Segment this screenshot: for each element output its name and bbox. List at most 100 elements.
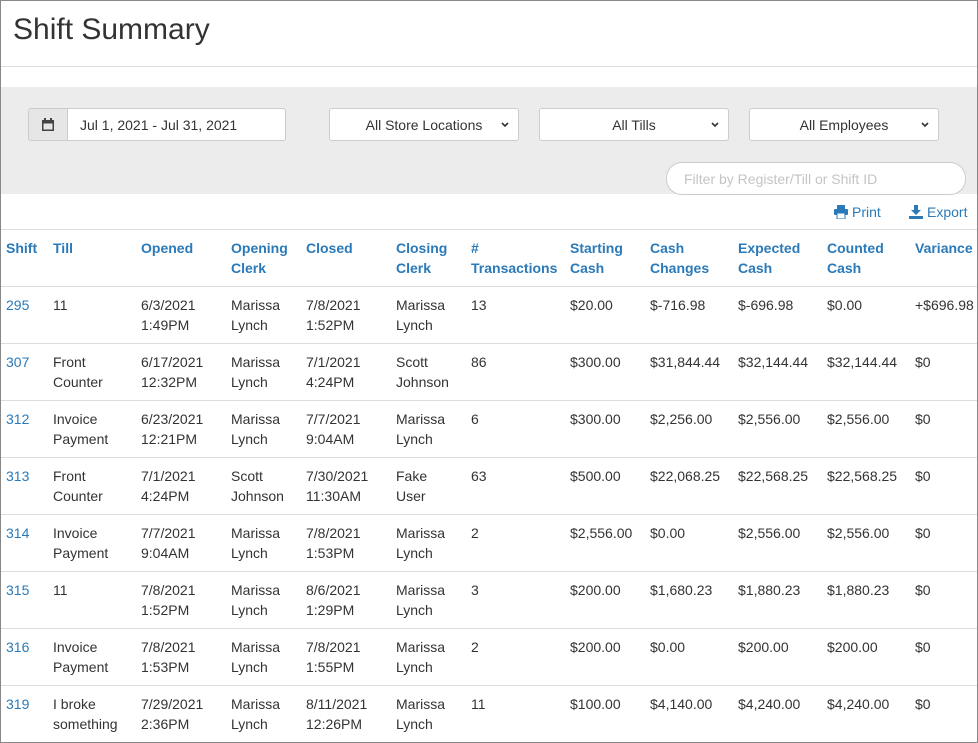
table-cell: Marissa Lynch bbox=[231, 400, 306, 458]
shift-link[interactable]: 316 bbox=[1, 628, 53, 686]
table-cell: $2,556.00 bbox=[570, 514, 650, 572]
shift-link[interactable]: 307 bbox=[1, 343, 53, 401]
table-cell: 8/6/2021 1:29PM bbox=[306, 571, 396, 629]
shift-table: Shift Till Opened Opening Clerk Closed Closin… bbox=[1, 229, 977, 742]
column-header[interactable]: Closed bbox=[306, 229, 396, 287]
table-cell: 6/17/2021 12:32PM bbox=[141, 343, 231, 401]
column-header[interactable]: Expected Cash bbox=[738, 229, 827, 287]
table-cell: $20.00 bbox=[570, 286, 650, 344]
table-cell: $2,556.00 bbox=[827, 400, 915, 458]
table-cell: $200.00 bbox=[827, 628, 915, 686]
table-cell: 7/8/2021 1:55PM bbox=[306, 628, 396, 686]
table-cell: $-716.98 bbox=[650, 286, 738, 344]
table-row: 314 Invoice Payment 7/7/2021 9:04AM Marissa… bbox=[1, 514, 977, 572]
table-cell: $2,556.00 bbox=[738, 514, 827, 572]
table-cell: $31,844.44 bbox=[650, 343, 738, 401]
search-input[interactable]: Filter by Register/Till or Shift ID bbox=[666, 162, 966, 195]
table-cell: Marissa Lynch bbox=[231, 628, 306, 686]
calendar-button[interactable] bbox=[28, 108, 68, 141]
column-header[interactable]: Till bbox=[53, 229, 141, 287]
table-cell: $2,256.00 bbox=[650, 400, 738, 458]
table-cell: Fake User bbox=[396, 457, 471, 515]
table-cell: $100.00 bbox=[570, 685, 650, 742]
table-cell: 6/23/2021 12:21PM bbox=[141, 400, 231, 458]
header-row: Shift Till Opened Opening Clerk Closed Closin… bbox=[1, 229, 977, 287]
shift-link[interactable]: 295 bbox=[1, 286, 53, 344]
table-cell: 7/29/2021 2:36PM bbox=[141, 685, 231, 742]
table-cell: $0 bbox=[915, 343, 977, 401]
table-cell: +$696.98 bbox=[915, 286, 977, 344]
table-cell: Invoice Payment bbox=[53, 400, 141, 458]
table-cell: $-696.98 bbox=[738, 286, 827, 344]
column-header[interactable]: Starting Cash bbox=[570, 229, 650, 287]
export-link[interactable]: Export bbox=[909, 204, 967, 220]
table-cell: 8/11/2021 12:26PM bbox=[306, 685, 396, 742]
table-cell: Marissa Lynch bbox=[231, 343, 306, 401]
column-header[interactable]: Opening Clerk bbox=[231, 229, 306, 287]
table-cell: $0.00 bbox=[650, 514, 738, 572]
shift-link[interactable]: 315 bbox=[1, 571, 53, 629]
table-row: 315 11 7/8/2021 1:52PM Marissa Lynch 8/6/202… bbox=[1, 571, 977, 629]
table-row: 313 Front Counter 7/1/2021 4:24PM Scott Joh… bbox=[1, 457, 977, 515]
table-cell: $0 bbox=[915, 514, 977, 572]
table-cell: Invoice Payment bbox=[53, 628, 141, 686]
table-cell: Marissa Lynch bbox=[231, 685, 306, 742]
column-header[interactable]: Closing Clerk bbox=[396, 229, 471, 287]
table-cell: Marissa Lynch bbox=[396, 514, 471, 572]
table-cell: $500.00 bbox=[570, 457, 650, 515]
table-cell: $22,568.25 bbox=[738, 457, 827, 515]
export-text: Export bbox=[927, 204, 968, 220]
shift-link[interactable]: 313 bbox=[1, 457, 53, 515]
column-header[interactable]: Cash Changes bbox=[650, 229, 738, 287]
table-cell: Marissa Lynch bbox=[396, 628, 471, 686]
table-cell: 63 bbox=[471, 457, 570, 515]
table-cell: $0 bbox=[915, 571, 977, 629]
select-text: All Employees bbox=[799, 116, 889, 133]
table-cell: 6/3/2021 1:49PM bbox=[141, 286, 231, 344]
column-header[interactable]: Counted Cash bbox=[827, 229, 915, 287]
table-cell: Marissa Lynch bbox=[396, 286, 471, 344]
table-cell: $0 bbox=[915, 685, 977, 742]
table-cell: $0 bbox=[915, 628, 977, 686]
table-cell: $4,140.00 bbox=[650, 685, 738, 742]
print-link[interactable]: Print bbox=[834, 204, 881, 220]
table-cell: Invoice Payment bbox=[53, 514, 141, 572]
table-cell: $1,680.23 bbox=[650, 571, 738, 629]
column-header[interactable]: # Transactions bbox=[471, 229, 570, 287]
print-text: Print bbox=[852, 204, 881, 220]
table-cell: $32,144.44 bbox=[827, 343, 915, 401]
shift-link[interactable]: 319 bbox=[1, 685, 53, 742]
table-row: 312 Invoice Payment 6/23/2021 12:21PM Maris… bbox=[1, 400, 977, 458]
table-cell: $22,568.25 bbox=[827, 457, 915, 515]
table-cell: $2,556.00 bbox=[738, 400, 827, 458]
table-cell: $200.00 bbox=[570, 628, 650, 686]
table-cell: Marissa Lynch bbox=[231, 286, 306, 344]
table-cell: 11 bbox=[53, 286, 141, 344]
column-header[interactable]: Shift bbox=[1, 229, 53, 287]
table-cell: 7/8/2021 1:53PM bbox=[306, 514, 396, 572]
table-cell: $0.00 bbox=[650, 628, 738, 686]
date-range-input[interactable]: Jul 1, 2021 - Jul 31, 2021 bbox=[67, 108, 286, 141]
table-cell: 7/7/2021 9:04AM bbox=[141, 514, 231, 572]
column-header[interactable]: Variance bbox=[915, 229, 977, 287]
table-cell: Scott Johnson bbox=[396, 343, 471, 401]
table-cell: 3 bbox=[471, 571, 570, 629]
select-text: All Store Locations bbox=[365, 116, 483, 133]
employee-select[interactable]: All Employees bbox=[749, 108, 939, 141]
table-cell: $300.00 bbox=[570, 400, 650, 458]
table-cell: 7/30/2021 11:30AM bbox=[306, 457, 396, 515]
location-select[interactable]: All Store Locations bbox=[329, 108, 519, 141]
shift-link[interactable]: 312 bbox=[1, 400, 53, 458]
table-cell: $0 bbox=[915, 457, 977, 515]
table-cell: I broke something bbox=[53, 685, 141, 742]
shift-link[interactable]: 314 bbox=[1, 514, 53, 572]
table-cell: $300.00 bbox=[570, 343, 650, 401]
till-select[interactable]: All Tills bbox=[539, 108, 729, 141]
column-header[interactable]: Opened bbox=[141, 229, 231, 287]
table-cell: $4,240.00 bbox=[827, 685, 915, 742]
table-cell: $2,556.00 bbox=[827, 514, 915, 572]
table-cell: Front Counter bbox=[53, 343, 141, 401]
table-cell: 7/8/2021 1:52PM bbox=[306, 286, 396, 344]
table-cell: Front Counter bbox=[53, 457, 141, 515]
table-cell: Marissa Lynch bbox=[231, 514, 306, 572]
